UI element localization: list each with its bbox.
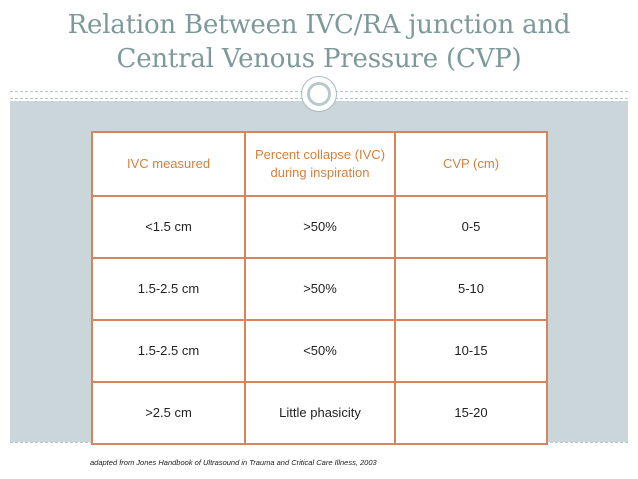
table-row: >2.5 cm Little phasicity 15-20	[91, 381, 548, 445]
table-header-row: IVC measured Percent collapse (IVC) duri…	[91, 131, 548, 197]
table-row: <1.5 cm >50% 0-5	[91, 195, 548, 259]
cell-ivc-measured: >2.5 cm	[91, 381, 246, 445]
slide-title-line-1: Relation Between IVC/RA junction and	[67, 10, 571, 40]
cell-cvp: 15-20	[394, 381, 548, 445]
cell-percent-collapse: >50%	[244, 195, 396, 259]
cell-percent-collapse: <50%	[244, 319, 396, 383]
cell-percent-collapse: >50%	[244, 257, 396, 321]
cell-cvp: 0-5	[394, 195, 548, 259]
cell-ivc-measured: 1.5-2.5 cm	[91, 257, 246, 321]
source-footnote: adapted from Jones Handbook of Ultrasoun…	[90, 458, 377, 467]
cell-cvp: 10-15	[394, 319, 548, 383]
header-cvp: CVP (cm)	[394, 131, 548, 197]
slide-title-line-2: Central Venous Pressure (CVP)	[116, 44, 522, 74]
table-row: 1.5-2.5 cm >50% 5-10	[91, 257, 548, 321]
cell-ivc-measured: 1.5-2.5 cm	[91, 319, 246, 383]
ivc-cvp-table: IVC measured Percent collapse (IVC) duri…	[91, 131, 548, 445]
cell-cvp: 5-10	[394, 257, 548, 321]
slide-title: Relation Between IVC/RA junction and Cen…	[20, 8, 618, 76]
cell-ivc-measured: <1.5 cm	[91, 195, 246, 259]
circle-ornament-inner	[307, 82, 331, 106]
table-row: 1.5-2.5 cm <50% 10-15	[91, 319, 548, 383]
cell-percent-collapse: Little phasicity	[244, 381, 396, 445]
header-percent-collapse: Percent collapse (IVC) during inspiratio…	[244, 131, 396, 197]
circle-ornament-icon	[301, 76, 337, 112]
header-ivc-measured: IVC measured	[91, 131, 246, 197]
